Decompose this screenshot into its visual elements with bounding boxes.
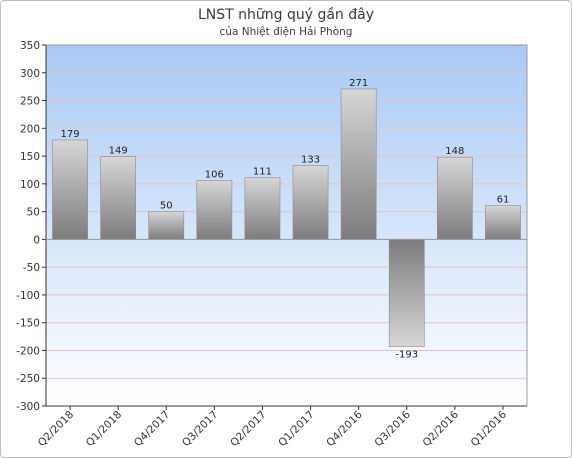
x-tick-label: Q2/2017 — [228, 409, 268, 449]
y-tick-label: 250 — [20, 96, 40, 108]
bar-Q1-2018 — [100, 156, 137, 240]
y-tick-label: 150 — [20, 151, 40, 163]
data-label: 133 — [301, 155, 320, 166]
y-tick-label: 300 — [20, 68, 40, 80]
bar-Q2-2017 — [244, 177, 281, 240]
y-tick-label: 50 — [27, 207, 40, 219]
chart-title: LNST những quý gần đây — [198, 7, 374, 23]
y-tick-label: -150 — [16, 318, 40, 330]
data-label: 271 — [349, 78, 368, 89]
data-label: -193 — [395, 350, 418, 361]
y-tick-label: 0 — [33, 234, 40, 246]
y-tick-label: 200 — [20, 123, 40, 135]
x-tick-label: Q2/2018 — [36, 409, 76, 449]
bar-Q4-2016 — [340, 88, 377, 240]
data-labels: 179 149 50 106 111 133 271 -193 148 61 — [61, 78, 510, 361]
x-tick-label: Q3/2016 — [372, 408, 413, 449]
x-tick-label: Q4/2016 — [324, 408, 365, 449]
data-label: 149 — [109, 146, 128, 157]
data-label: 111 — [253, 167, 272, 178]
data-label: 61 — [497, 195, 510, 206]
bar-Q1-2017 — [292, 165, 329, 240]
data-label: 50 — [160, 201, 173, 212]
x-tick-label: Q2/2016 — [421, 408, 462, 449]
y-tick-label: -50 — [23, 262, 40, 274]
y-tick-label: -300 — [16, 401, 40, 413]
bar-Q2-2016 — [436, 156, 473, 240]
y-tick-label: -250 — [16, 373, 40, 385]
data-label: 179 — [61, 129, 80, 140]
x-tick-label: Q3/2017 — [180, 409, 220, 449]
y-tick-label: -200 — [16, 345, 40, 357]
y-tick-label: -100 — [16, 290, 40, 302]
data-label: 106 — [205, 170, 224, 181]
x-tick-label: Q1/2017 — [276, 409, 316, 449]
bar-Q3-2017 — [196, 180, 233, 240]
x-tick-labels: Q2/2018 Q1/2018 Q4/2017 Q3/2017 Q2/2017 Q1/20… — [36, 408, 510, 449]
bar-Q2-2018 — [52, 139, 88, 240]
y-tick-label: 100 — [20, 179, 40, 191]
x-tick-label: Q4/2017 — [132, 409, 172, 449]
y-tick-label: 350 — [20, 40, 40, 52]
bar-Q4-2017 — [148, 211, 185, 240]
y-tick-labels: 350 300 250 200 150 100 50 0 -50 -100 -150 -200 -250… — [16, 40, 40, 413]
data-label: 148 — [445, 146, 464, 157]
chart-subtitle: của Nhiệt điện Hải Phòng — [220, 26, 353, 38]
bar-Q1-2016 — [485, 205, 521, 240]
x-tick-label: Q1/2018 — [84, 409, 124, 449]
x-tick-label: Q1/2016 — [469, 408, 510, 449]
axes — [45, 44, 528, 407]
bars — [52, 88, 521, 410]
bar-Q3-2016 — [388, 239, 425, 347]
